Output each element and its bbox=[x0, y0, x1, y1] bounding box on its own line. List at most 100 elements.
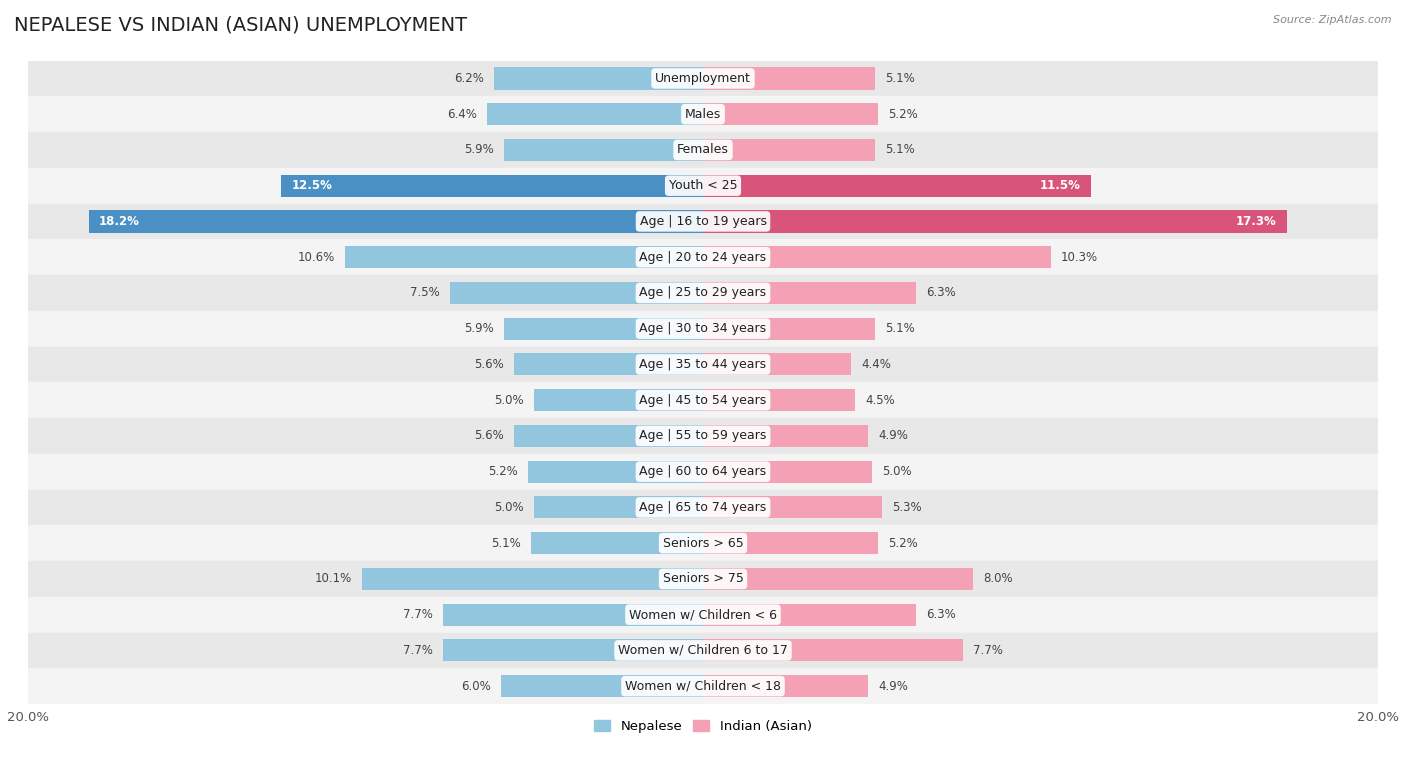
Bar bbox=[28, 132, 1378, 168]
Text: Youth < 25: Youth < 25 bbox=[669, 179, 737, 192]
Bar bbox=[703, 282, 915, 304]
Text: 7.7%: 7.7% bbox=[973, 644, 1002, 657]
Text: 4.4%: 4.4% bbox=[862, 358, 891, 371]
Text: 5.0%: 5.0% bbox=[882, 465, 911, 478]
Bar bbox=[28, 96, 1378, 132]
Text: 5.0%: 5.0% bbox=[495, 501, 524, 514]
Text: 4.9%: 4.9% bbox=[879, 429, 908, 442]
Bar bbox=[703, 246, 1050, 268]
Bar bbox=[501, 675, 703, 697]
Bar bbox=[703, 175, 1091, 197]
Text: 5.1%: 5.1% bbox=[886, 322, 915, 335]
Bar bbox=[28, 311, 1378, 347]
Text: Males: Males bbox=[685, 107, 721, 120]
Bar bbox=[703, 67, 875, 89]
Bar bbox=[703, 532, 879, 554]
Bar bbox=[28, 347, 1378, 382]
Text: Seniors > 75: Seniors > 75 bbox=[662, 572, 744, 585]
Bar bbox=[363, 568, 703, 590]
Bar bbox=[703, 675, 869, 697]
Bar bbox=[28, 382, 1378, 418]
Text: 10.6%: 10.6% bbox=[298, 251, 335, 263]
Text: Seniors > 65: Seniors > 65 bbox=[662, 537, 744, 550]
Text: 4.9%: 4.9% bbox=[879, 680, 908, 693]
Text: 5.6%: 5.6% bbox=[474, 358, 503, 371]
Text: Source: ZipAtlas.com: Source: ZipAtlas.com bbox=[1274, 15, 1392, 25]
Bar bbox=[28, 597, 1378, 633]
Text: Women w/ Children 6 to 17: Women w/ Children 6 to 17 bbox=[619, 644, 787, 657]
Text: Age | 60 to 64 years: Age | 60 to 64 years bbox=[640, 465, 766, 478]
Text: Age | 30 to 34 years: Age | 30 to 34 years bbox=[640, 322, 766, 335]
Text: Age | 65 to 74 years: Age | 65 to 74 years bbox=[640, 501, 766, 514]
Bar bbox=[28, 668, 1378, 704]
Bar bbox=[503, 139, 703, 161]
Text: NEPALESE VS INDIAN (ASIAN) UNEMPLOYMENT: NEPALESE VS INDIAN (ASIAN) UNEMPLOYMENT bbox=[14, 15, 467, 34]
Bar bbox=[534, 389, 703, 411]
Bar bbox=[28, 168, 1378, 204]
Bar bbox=[28, 239, 1378, 275]
Text: Age | 25 to 29 years: Age | 25 to 29 years bbox=[640, 286, 766, 300]
Text: Unemployment: Unemployment bbox=[655, 72, 751, 85]
Text: 5.9%: 5.9% bbox=[464, 143, 494, 157]
Bar bbox=[527, 460, 703, 483]
Bar bbox=[28, 453, 1378, 490]
Bar bbox=[534, 497, 703, 519]
Bar bbox=[703, 318, 875, 340]
Text: 5.0%: 5.0% bbox=[495, 394, 524, 407]
Bar bbox=[494, 67, 703, 89]
Bar bbox=[450, 282, 703, 304]
Bar bbox=[703, 139, 875, 161]
Text: 12.5%: 12.5% bbox=[291, 179, 332, 192]
Text: 7.7%: 7.7% bbox=[404, 644, 433, 657]
Text: 6.3%: 6.3% bbox=[925, 608, 956, 621]
Bar bbox=[346, 246, 703, 268]
Legend: Nepalese, Indian (Asian): Nepalese, Indian (Asian) bbox=[595, 720, 811, 733]
Bar bbox=[28, 561, 1378, 597]
Text: Age | 55 to 59 years: Age | 55 to 59 years bbox=[640, 429, 766, 442]
Text: Age | 35 to 44 years: Age | 35 to 44 years bbox=[640, 358, 766, 371]
Text: Age | 16 to 19 years: Age | 16 to 19 years bbox=[640, 215, 766, 228]
Bar bbox=[703, 103, 879, 125]
Bar bbox=[28, 204, 1378, 239]
Bar bbox=[515, 425, 703, 447]
Bar bbox=[703, 603, 915, 626]
Bar bbox=[703, 210, 1286, 232]
Text: 6.0%: 6.0% bbox=[461, 680, 491, 693]
Bar bbox=[281, 175, 703, 197]
Text: 10.3%: 10.3% bbox=[1060, 251, 1098, 263]
Bar bbox=[28, 525, 1378, 561]
Text: 5.6%: 5.6% bbox=[474, 429, 503, 442]
Bar bbox=[28, 490, 1378, 525]
Bar bbox=[28, 418, 1378, 453]
Bar bbox=[703, 354, 852, 375]
Bar bbox=[703, 389, 855, 411]
Text: 8.0%: 8.0% bbox=[983, 572, 1012, 585]
Text: 6.2%: 6.2% bbox=[454, 72, 484, 85]
Text: 7.7%: 7.7% bbox=[404, 608, 433, 621]
Text: 5.2%: 5.2% bbox=[889, 107, 918, 120]
Text: Women w/ Children < 6: Women w/ Children < 6 bbox=[628, 608, 778, 621]
Bar bbox=[28, 633, 1378, 668]
Bar bbox=[28, 61, 1378, 96]
Text: 17.3%: 17.3% bbox=[1236, 215, 1277, 228]
Text: 6.3%: 6.3% bbox=[925, 286, 956, 300]
Text: Females: Females bbox=[678, 143, 728, 157]
Text: Age | 20 to 24 years: Age | 20 to 24 years bbox=[640, 251, 766, 263]
Bar bbox=[443, 640, 703, 662]
Text: 10.1%: 10.1% bbox=[315, 572, 352, 585]
Bar bbox=[28, 275, 1378, 311]
Text: 18.2%: 18.2% bbox=[98, 215, 139, 228]
Text: 4.5%: 4.5% bbox=[865, 394, 894, 407]
Text: 5.1%: 5.1% bbox=[491, 537, 520, 550]
Bar bbox=[486, 103, 703, 125]
Bar bbox=[443, 603, 703, 626]
Text: Age | 45 to 54 years: Age | 45 to 54 years bbox=[640, 394, 766, 407]
Bar bbox=[703, 640, 963, 662]
Bar bbox=[503, 318, 703, 340]
Bar bbox=[703, 460, 872, 483]
Text: 5.2%: 5.2% bbox=[488, 465, 517, 478]
Text: 5.2%: 5.2% bbox=[889, 537, 918, 550]
Bar bbox=[89, 210, 703, 232]
Text: 6.4%: 6.4% bbox=[447, 107, 477, 120]
Text: 5.9%: 5.9% bbox=[464, 322, 494, 335]
